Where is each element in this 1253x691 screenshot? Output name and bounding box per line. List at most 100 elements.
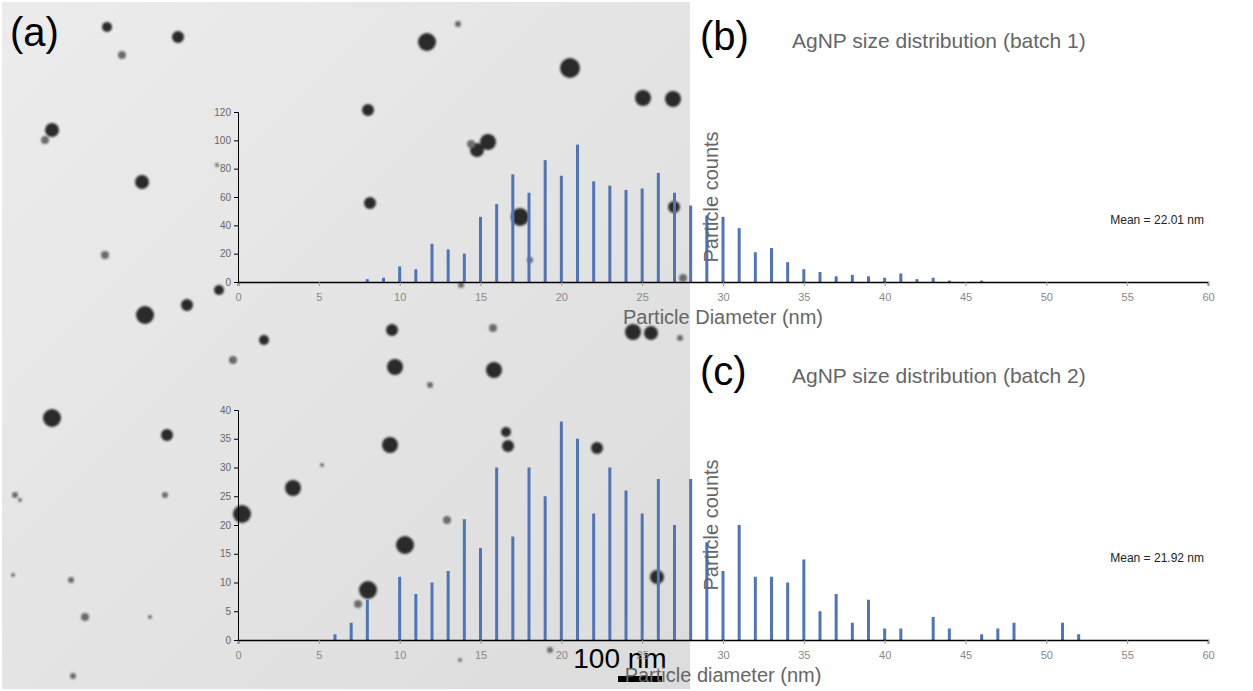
bar [754,252,757,282]
panel-label: (c) [700,349,747,393]
particle [386,324,398,336]
x-tick: 60 [1202,282,1214,303]
bar [463,254,466,282]
bar [608,468,611,641]
y-tick: 40 [220,220,238,231]
particle [101,251,109,259]
y-tick-mark [234,225,238,226]
particle [364,197,376,209]
bar [350,623,353,640]
x-tick-mark [804,282,805,286]
x-tick-mark [723,282,724,286]
x-tick-mark [319,282,320,286]
particle [591,442,603,454]
x-tick: 25 [637,640,649,661]
x-tick: 35 [798,282,810,303]
y-tick-label: 35 [220,433,232,444]
x-tick-label: 25 [637,649,649,661]
bar [835,276,838,282]
x-tick: 50 [1041,282,1053,303]
y-tick-label: 20 [220,520,232,531]
y-tick-label: 5 [225,606,231,617]
y-tick-label: 40 [220,405,232,416]
x-tick-label: 45 [960,291,972,303]
x-tick-mark [642,282,643,286]
particle [81,613,89,621]
y-tick-mark [234,140,238,141]
x-tick-label: 10 [394,649,406,661]
x-tick: 55 [1122,640,1134,661]
bar [754,577,757,640]
particle [214,285,224,295]
x-tick: 10 [394,640,406,661]
y-tick: 60 [220,192,238,203]
particle [480,134,496,150]
x-tick-label: 35 [798,291,810,303]
x-tick-label: 5 [316,291,322,303]
x-tick-mark [1046,640,1047,644]
bar [980,634,983,640]
x-tick: 60 [1202,640,1214,661]
particle [679,274,687,282]
x-tick-label: 0 [235,649,241,661]
x-tick: 45 [960,640,972,661]
y-tick: 25 [220,491,238,502]
x-tick: 15 [475,640,487,661]
y-tick: 20 [220,248,238,259]
bar [511,174,514,282]
y-tick: 0 [225,635,238,646]
y-tick-mark [234,611,238,612]
histogram-panel: (b)AgNP size distribution (batch 1)05101… [214,14,1214,328]
x-tick-label: 20 [556,291,568,303]
y-tick-label: 30 [220,462,232,473]
bar [802,269,805,282]
x-tick-mark [481,282,482,286]
y-tick-label: 100 [214,135,231,146]
bar [334,634,337,640]
particle [547,647,553,653]
bar [657,173,660,282]
y-tick-label: 40 [220,220,232,231]
y-tick: 20 [220,520,238,531]
x-axis-title: Particle Diameter (nm) [623,306,823,328]
x-tick: 55 [1122,282,1134,303]
y-tick: 120 [214,107,238,118]
bar [899,629,902,641]
particle [259,335,269,345]
bar [819,272,822,282]
y-tick: 5 [225,606,238,617]
particle [382,437,398,453]
bars [366,145,983,282]
particle [162,492,168,498]
x-tick-mark [966,640,967,644]
micrograph-panel: (a)100 nm [2,2,690,689]
bar [625,190,628,282]
bar [608,186,611,282]
bar [479,548,482,640]
x-tick: 25 [637,282,649,303]
particle [181,299,193,311]
bar [398,266,401,282]
x-tick: 15 [475,282,487,303]
x-tick-mark [642,640,643,644]
y-tick-mark [234,468,238,469]
x-tick-mark [561,640,562,644]
bar [851,275,854,282]
bar [851,623,854,640]
bar [689,479,692,640]
y-tick-label: 15 [220,548,232,559]
bar [366,600,369,640]
x-tick: 5 [316,282,322,303]
y-tick: 30 [220,462,238,473]
bar [1013,623,1016,640]
particles [11,21,687,679]
x-tick-label: 30 [717,649,729,661]
particle [148,615,152,619]
particle [43,409,61,427]
bar [398,577,401,640]
x-tick-label: 10 [394,291,406,303]
chart-title: AgNP size distribution (batch 2) [792,364,1086,387]
bar [932,278,935,282]
x-tick-mark [481,640,482,644]
y-tick-label: 0 [225,277,231,288]
